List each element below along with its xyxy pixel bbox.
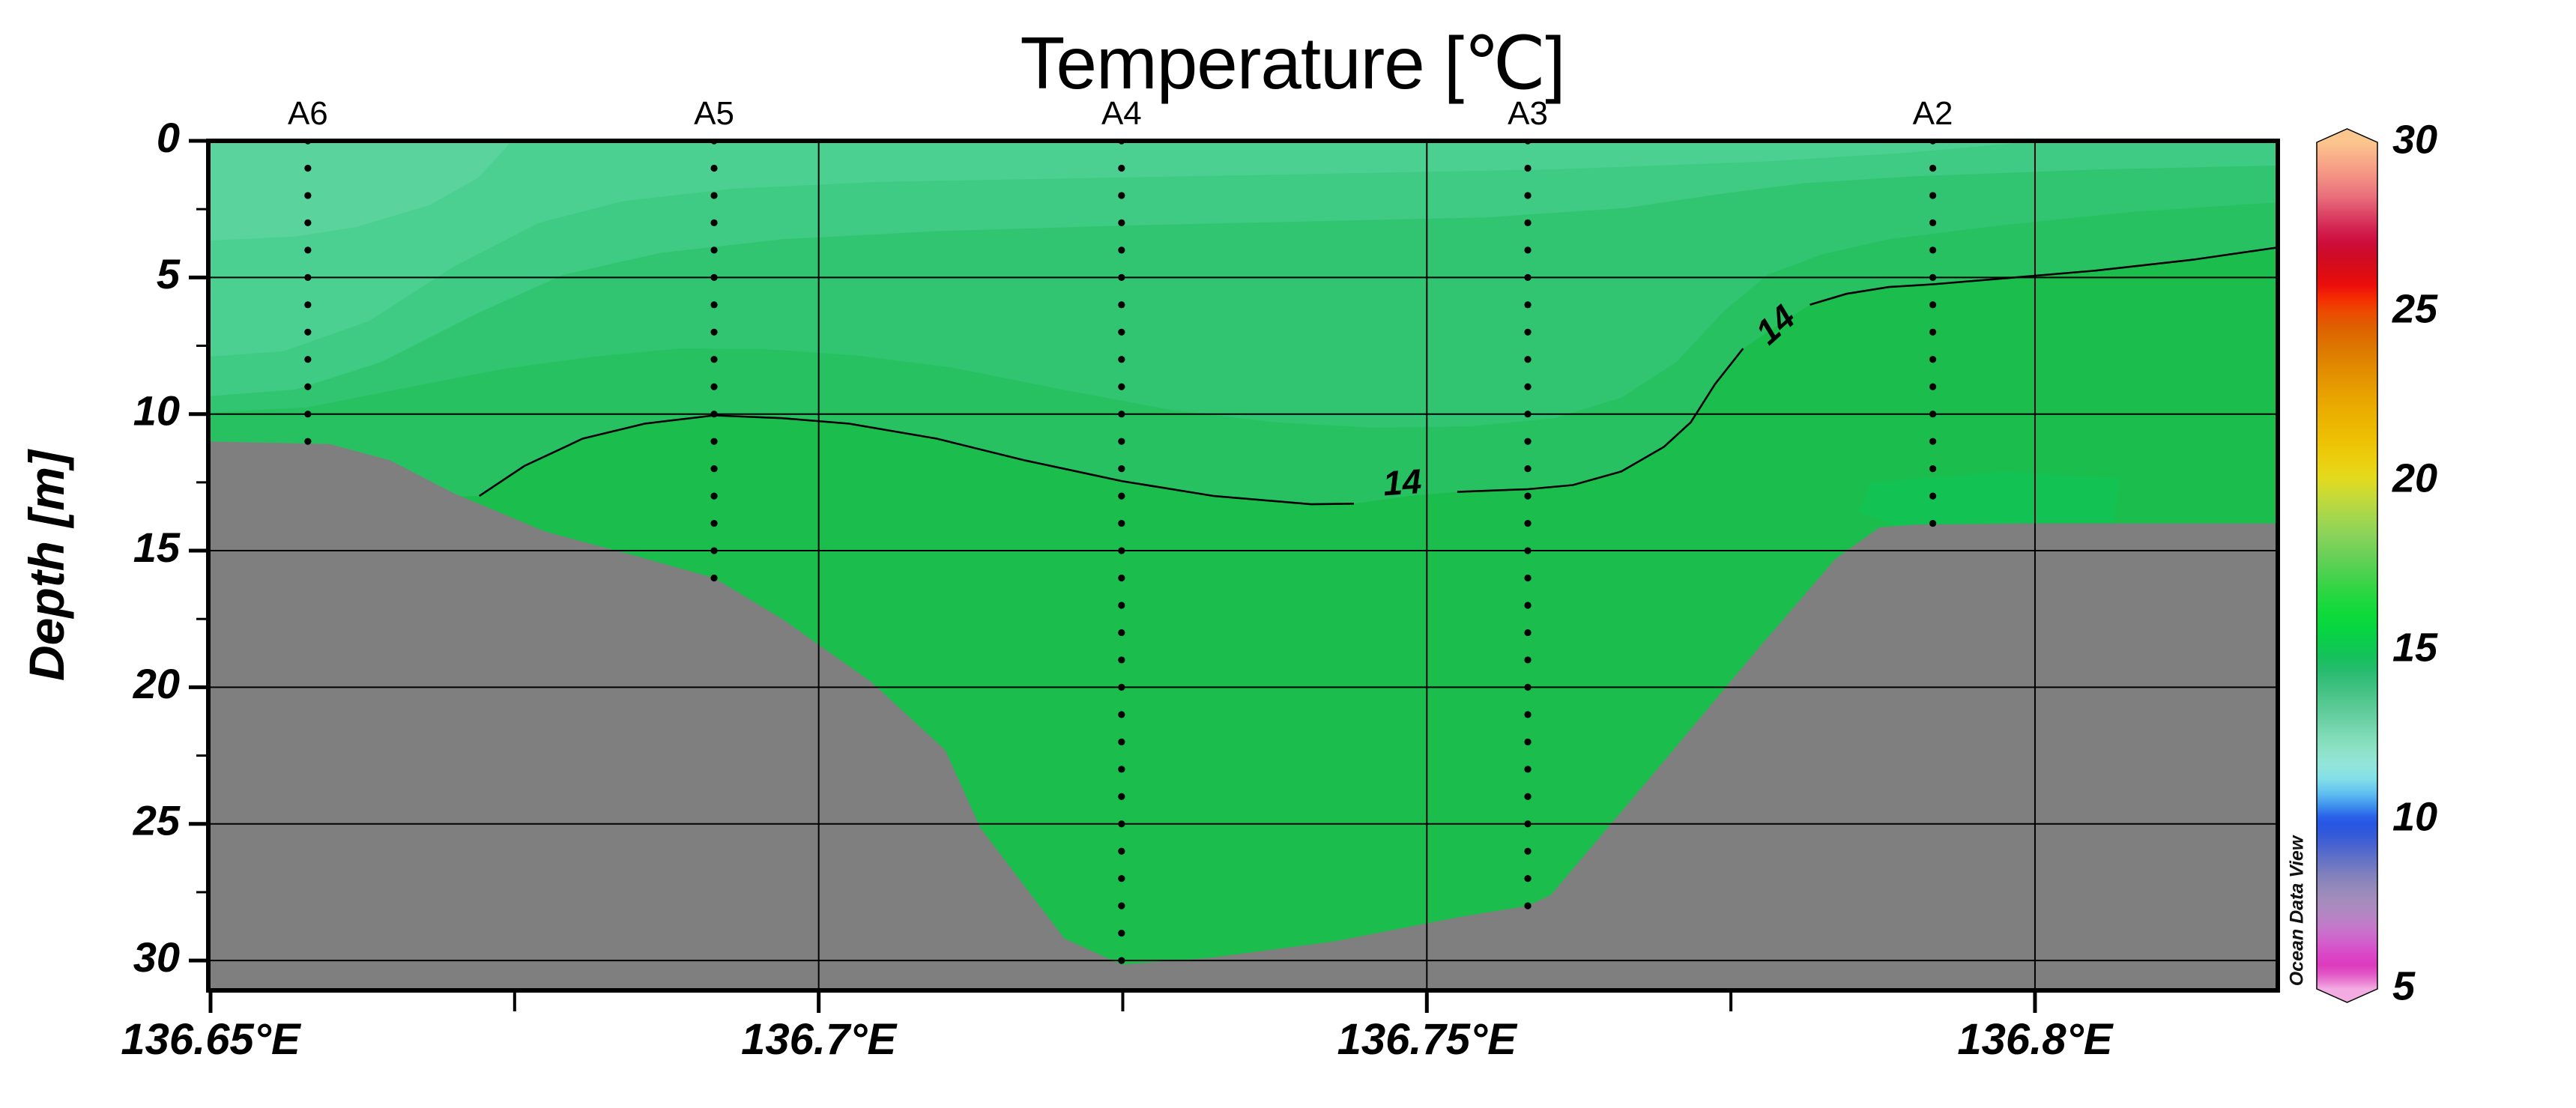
odv-credit: Ocean Data View [2286,835,2308,987]
plot-frame [206,139,2280,993]
station-label-A6: A6 [288,95,328,132]
station-label-A3: A3 [1508,95,1548,132]
contour-14-seg0 [478,414,1354,506]
band-fill-b6_bright_patch [1858,471,2120,528]
contour-14-seg2 [1809,246,2278,306]
y-tick-label-15: 15 [133,524,181,571]
y-tick-label-5: 5 [157,250,181,297]
station-label-A5: A5 [694,95,734,132]
y-tick-label-10: 10 [133,387,180,434]
y-axis-label: Depth [m] [19,450,74,681]
y-tick-label-20: 20 [133,660,180,707]
x-tick-label-136.75: 136.75°E [1337,1015,1519,1064]
contour-14-seg1 [1457,348,1744,493]
station-dots-A4 [1118,141,1125,964]
station-dots-A5 [710,141,718,582]
y-tick-label-30: 30 [133,933,180,981]
station-label-A2: A2 [1913,95,1953,132]
colorbar [2316,128,2378,1003]
colorbar-tick-label-25: 25 [2392,286,2438,331]
y-tick-label-0: 0 [157,114,180,161]
colorbar-tick-label-10: 10 [2392,794,2437,839]
y-tick-label-25: 25 [133,797,181,844]
x-tick-label-136.8: 136.8°E [1957,1015,2114,1064]
bathymetry [208,441,2278,990]
colorbar-tick-label-5: 5 [2392,963,2416,1008]
colorbar-tick-label-15: 15 [2392,625,2438,670]
station-dots-A2 [1929,141,1937,527]
colorbar-tick-label-20: 20 [2392,455,2437,500]
x-tick-label-136.7: 136.7°E [741,1015,898,1064]
contour-label-0: 14 [1382,461,1423,503]
chart-title: Temperature [℃] [1020,22,1566,104]
colorbar-tick-label-30: 30 [2392,117,2437,162]
station-label-A4: A4 [1101,95,1142,132]
x-tick-label-136.65: 136.65°E [121,1015,302,1064]
